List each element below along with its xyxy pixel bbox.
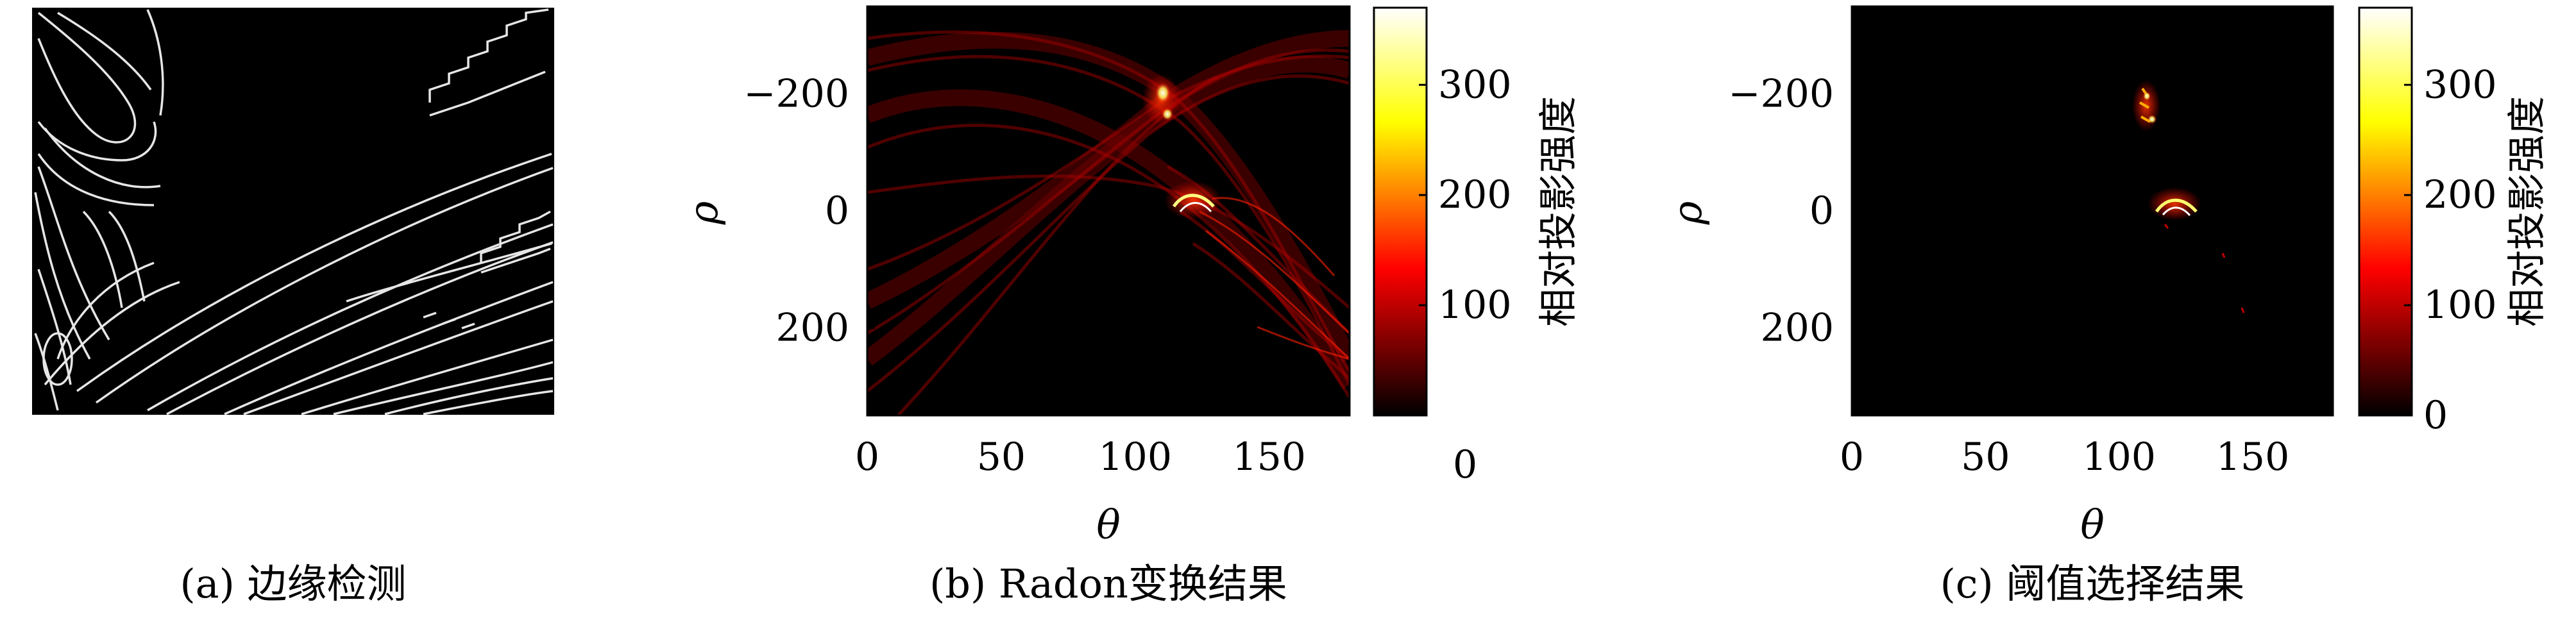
ticks-c: 0 50 100 150 −200 0 200 [1728, 72, 2289, 480]
ytick-label-c-0: −200 [1728, 72, 1834, 117]
colorbar-label-b: 相对投影强度 [1536, 96, 1581, 327]
peak-c-2 [2148, 187, 2201, 221]
edge-lines [34, 8, 554, 415]
xtick-label-c-3: 150 [2216, 435, 2290, 480]
edge-image [32, 8, 554, 415]
cbtick-label-c-3: 300 [2423, 62, 2497, 107]
xtick-label-c-1: 50 [1961, 435, 2010, 480]
ytick-label-b-1: 0 [825, 188, 849, 233]
panel-a: (a) 边缘检测 [32, 8, 554, 607]
colorbar-label-c: 相对投影强度 [2505, 96, 2550, 327]
xtick-label-b-2: 100 [1099, 435, 1173, 480]
colorbar-c [2358, 6, 2413, 417]
ytick-label-c-2: 200 [1760, 305, 1834, 350]
cbtick-label-b-2: 200 [1438, 172, 1512, 217]
caption-b: (b) Radon变换结果 [929, 560, 1287, 607]
xlabel-c: θ [2080, 501, 2104, 548]
peak-b-2 [1164, 181, 1222, 219]
ytick-label-c-1: 0 [1809, 188, 1834, 233]
ytick-label-b-0: −200 [743, 72, 849, 117]
colorbar-ticks-b: 0 100 200 300 [1419, 62, 1512, 487]
caption-c: (c) 阈值选择结果 [1940, 560, 2245, 607]
cbtick-label-b-0: 0 [1453, 442, 1477, 487]
xtick-label-b-0: 0 [855, 435, 879, 480]
xtick-label-b-1: 50 [977, 435, 1026, 480]
cbtick-label-b-3: 300 [1438, 62, 1512, 107]
xlabel-b: θ [1096, 501, 1120, 548]
ytick-label-b-2: 200 [775, 305, 849, 350]
ylabel-c: ρ [1664, 201, 1711, 225]
threshold-c [2132, 80, 2245, 313]
ylabel-b: ρ [680, 201, 727, 225]
cbtick-label-c-0: 0 [2423, 393, 2448, 438]
cbtick-label-c-1: 100 [2423, 283, 2497, 328]
colorbar-ticks-c: 0 100 200 300 [2404, 62, 2497, 438]
xtick-label-c-0: 0 [1840, 435, 1864, 480]
xtick-label-b-3: 150 [1232, 435, 1306, 480]
sinogram-b [867, 30, 1350, 415]
cbtick-label-b-1: 100 [1438, 283, 1512, 328]
ticks-b: 0 50 100 150 −200 0 200 [743, 72, 1306, 480]
cbtick-label-c-2: 200 [2423, 172, 2497, 217]
xtick-label-c-2: 100 [2082, 435, 2156, 480]
colorbar-b [1373, 6, 1428, 417]
heatmap-c [1852, 6, 2333, 415]
caption-a: (a) 边缘检测 [180, 560, 406, 607]
